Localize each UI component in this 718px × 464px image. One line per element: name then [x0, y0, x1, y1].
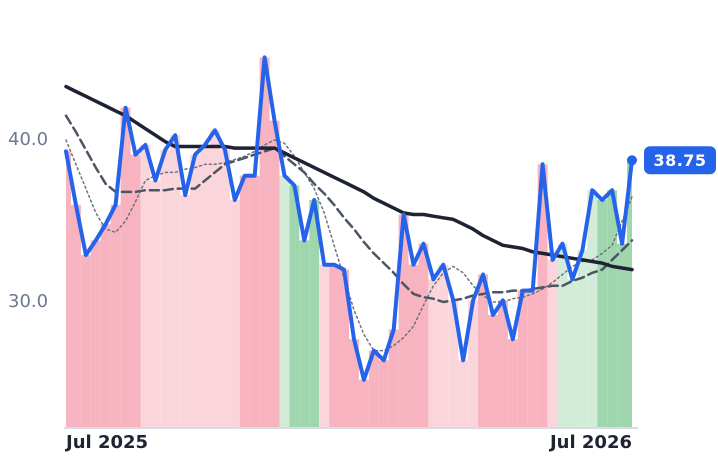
- area-band: [607, 190, 618, 427]
- area-band: [547, 259, 558, 427]
- y-tick-label: 30.0: [8, 291, 48, 312]
- area-band: [577, 250, 588, 427]
- area-band: [358, 379, 369, 427]
- area-band: [627, 160, 632, 427]
- area-band: [428, 279, 439, 427]
- area-band: [329, 264, 340, 427]
- series-line: [64, 114, 634, 304]
- area-band: [368, 350, 379, 427]
- x-tick-label: Jul 2025: [64, 432, 148, 453]
- area-band: [209, 130, 220, 427]
- area-band: [90, 240, 101, 427]
- area-band: [488, 314, 498, 427]
- area-band: [80, 255, 91, 427]
- area-band: [557, 243, 568, 427]
- area-band: [239, 175, 250, 427]
- area-band: [219, 149, 230, 427]
- area-band: [120, 107, 131, 428]
- area-band: [537, 164, 548, 427]
- series-line: [64, 55, 634, 382]
- last-value-label: 38.75: [653, 151, 706, 170]
- area-band: [349, 339, 359, 427]
- area-band: [597, 199, 608, 427]
- area-band: [180, 195, 191, 427]
- area-band: [140, 144, 151, 427]
- last-value-badge: [644, 146, 716, 175]
- area-band: [408, 264, 419, 427]
- area-band: [468, 300, 479, 427]
- area-band: [478, 274, 489, 427]
- area-band: [150, 180, 161, 427]
- area-band: [259, 57, 270, 428]
- area-band: [339, 269, 349, 427]
- area-band: [448, 300, 459, 427]
- area-band: [567, 279, 578, 427]
- area-band: [587, 190, 598, 427]
- area-band: [617, 243, 628, 427]
- area-band: [527, 290, 538, 427]
- area-band: [398, 214, 409, 427]
- area-band: [458, 360, 469, 427]
- area-band: [378, 360, 389, 427]
- area-band: [190, 154, 201, 427]
- area-band: [170, 135, 181, 427]
- area-band: [70, 204, 81, 427]
- area-band: [249, 175, 260, 427]
- area-band: [110, 204, 121, 427]
- area-band: [289, 185, 300, 427]
- area-band: [130, 154, 141, 427]
- area-band: [517, 290, 528, 427]
- area-band: [269, 120, 280, 427]
- area-band: [279, 175, 290, 427]
- area-band: [319, 264, 330, 427]
- area-band: [388, 329, 399, 427]
- last-point: [627, 155, 637, 166]
- area-band: [418, 243, 429, 427]
- area-band: [200, 144, 210, 427]
- area-band: [160, 149, 171, 427]
- area-band: [66, 151, 71, 427]
- area-band: [497, 300, 508, 427]
- area-band: [229, 199, 240, 427]
- y-tick-label: 40.0: [8, 129, 48, 150]
- x-tick-label: Jul 2026: [548, 432, 632, 453]
- area-band: [438, 264, 449, 427]
- area-band: [309, 199, 320, 427]
- area-band: [299, 240, 310, 427]
- area-band: [507, 339, 518, 427]
- area-band: [100, 224, 111, 427]
